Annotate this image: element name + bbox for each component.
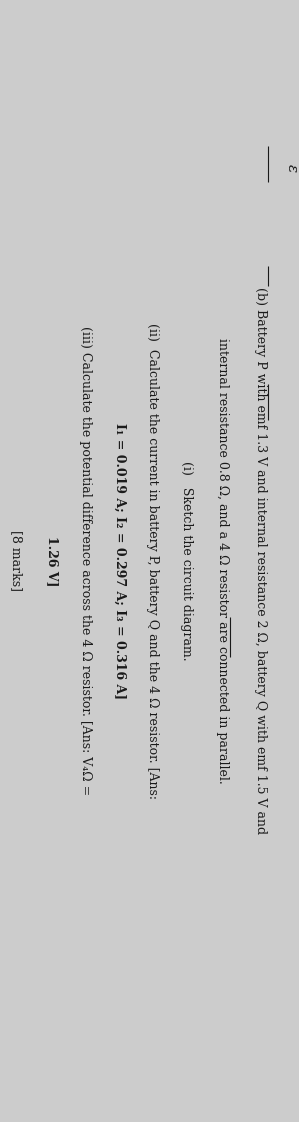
Text: (iii) Calculate the potential difference across the 4 Ω resistor. [Ans: V₄Ω =: (iii) Calculate the potential difference… [79,327,92,795]
Text: [8 marks]: [8 marks] [10,531,23,591]
Text: I₁ = 0.019 A; I₂ = 0.297 A; I₃ = 0.316 A]: I₁ = 0.019 A; I₂ = 0.297 A; I₃ = 0.316 A… [113,423,126,699]
Text: ε: ε [285,164,298,173]
Text: (i)   Sketch the circuit diagram.: (i) Sketch the circuit diagram. [180,461,193,661]
Text: 1.26 V]: 1.26 V] [46,535,59,587]
Text: (b) Battery P with emf 1.3 V and internal resistance 2 Ω, battery Q with emf 1.5: (b) Battery P with emf 1.3 V and interna… [254,287,267,835]
Text: internal resistance 0.8 Ω, and a 4 Ω resistor are connected in parallel.: internal resistance 0.8 Ω, and a 4 Ω res… [216,338,229,784]
Text: (ii)  Calculate the current in battery P, battery Q and the 4 Ω resistor. [Ans:: (ii) Calculate the current in battery P,… [146,323,159,799]
